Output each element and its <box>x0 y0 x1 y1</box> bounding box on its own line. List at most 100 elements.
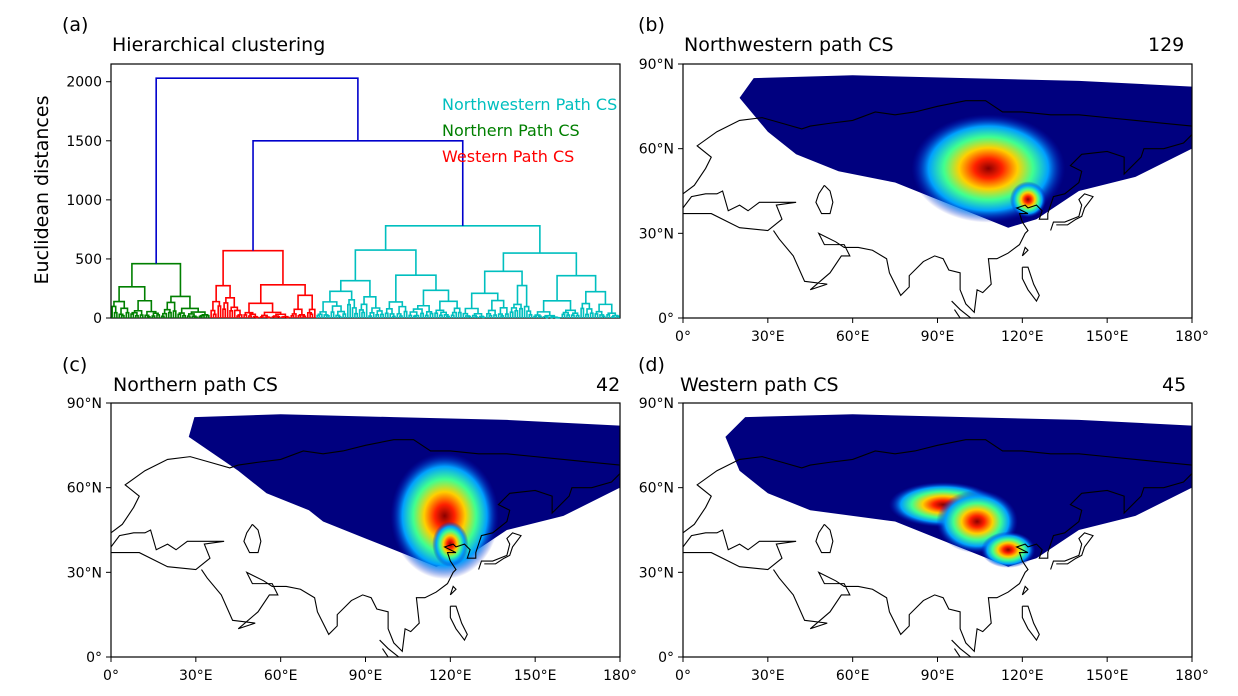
dendrogram-link <box>146 310 157 316</box>
dendrogram-link <box>285 316 290 319</box>
dendrogram-link <box>248 302 274 313</box>
dendrogram-link <box>416 304 430 312</box>
legend-entry: Northwestern Path CS <box>442 95 617 114</box>
dendrogram-link <box>580 307 585 318</box>
dendrogram-link <box>528 313 533 318</box>
dendrogram-link <box>509 311 514 318</box>
dendrogram-link <box>272 315 280 317</box>
coastline <box>773 134 1192 314</box>
dendrogram-link <box>361 311 366 318</box>
x-tick-label: 90°E <box>921 329 955 345</box>
dendrogram-link <box>182 314 187 318</box>
dendrogram-link <box>178 312 185 316</box>
dendrogram-link <box>556 274 597 301</box>
x-tick-label: 0° <box>675 668 691 684</box>
dendrogram-link <box>363 296 377 309</box>
dendrogram-link <box>255 316 260 319</box>
dendrogram-link <box>351 307 357 318</box>
dendrogram-link <box>513 303 522 309</box>
dendrogram-link <box>566 314 571 318</box>
dendrogram-link <box>445 315 450 318</box>
y-tick-label: 0° <box>86 650 102 666</box>
panel-a-title: Hierarchical clustering <box>112 34 326 56</box>
panel-a-dendrogram: 0 500 1000 1500 2000 Euclidean distances Nor… <box>31 63 621 327</box>
dendrogram-link <box>486 313 492 318</box>
dendrogram-link <box>146 316 151 318</box>
dendrogram-link <box>162 312 168 318</box>
dendrogram-link <box>491 299 505 311</box>
dendrogram-link <box>440 311 448 316</box>
coastline <box>1021 266 1040 303</box>
dendrogram-link <box>422 289 450 306</box>
dendrogram-link <box>187 313 195 317</box>
coastline <box>815 523 834 554</box>
dendrogram-link <box>131 311 138 316</box>
dendrogram-link <box>201 314 209 316</box>
y-tick-label: 60°N <box>639 142 674 158</box>
y-tick-label: 90°N <box>639 396 674 412</box>
dendrogram-link <box>113 311 118 318</box>
dendrogram-link <box>243 314 248 318</box>
dendrogram-link <box>462 312 469 318</box>
x-tick-label: 120°E <box>1001 329 1044 345</box>
dendrogram-link <box>236 315 241 318</box>
dendrogram-link <box>244 311 254 315</box>
x-tick-label: 150°E <box>1086 329 1129 345</box>
coastline <box>951 300 972 318</box>
y-tick-label: 30°N <box>67 565 102 581</box>
dendrogram-link <box>302 315 307 318</box>
coastline <box>683 439 1192 534</box>
dendrogram-link <box>450 314 455 318</box>
density-hotspot <box>390 452 499 580</box>
dendrogram-link <box>191 315 197 318</box>
dendrogram-link <box>519 307 524 318</box>
coastline <box>683 100 1192 195</box>
x-tick-label: 30°E <box>179 668 213 684</box>
panel-c-map: 0° 30°E 60°E 90°E 120°E 150°E 180° 0° 30°N 60°N 90… <box>67 396 637 684</box>
dendrogram-link <box>222 249 284 286</box>
dendrogram-legend: Northwestern Path CS Northern Path CS West… <box>442 95 617 166</box>
legend-entry: Western Path CS <box>442 147 574 166</box>
dendrogram-link <box>536 311 551 316</box>
x-tick-label: 120°E <box>429 668 472 684</box>
dendrogram-link <box>358 309 364 318</box>
dendrogram-link <box>217 305 222 318</box>
dendrogram-link <box>443 313 449 318</box>
dendrogram-link <box>589 312 594 318</box>
dendrogram-link <box>319 311 327 315</box>
coastline <box>379 639 400 657</box>
dendrogram-link <box>212 313 217 318</box>
x-tick-label: 30°E <box>751 329 785 345</box>
dendrogram-link <box>233 309 241 318</box>
panel-c-count: 42 <box>596 374 621 396</box>
dendrogram-link <box>533 315 538 318</box>
dendrogram-link <box>252 139 464 251</box>
coastline <box>1050 193 1094 231</box>
panel-d-count: 45 <box>1162 374 1187 396</box>
dendrogram-link <box>261 314 268 318</box>
x-tick-label: 180° <box>603 668 637 684</box>
coastline <box>773 473 1192 653</box>
dendrogram-link <box>259 284 306 304</box>
dendrogram-link <box>403 310 408 318</box>
dendrogram-link <box>562 311 569 316</box>
x-tick-label: 0° <box>675 329 691 345</box>
dendrogram-link <box>388 301 404 309</box>
panel-d-map: 0° 30°E 60°E 90°E 120°E 150°E 180° 0° 30°N 60°N 90… <box>639 396 1209 684</box>
dendrogram-link <box>230 306 239 311</box>
dendrogram-link <box>282 315 289 318</box>
dendrogram-link <box>385 308 393 314</box>
panel-a-letter: (a) <box>62 14 89 36</box>
map-plot-area <box>111 414 620 657</box>
dendrogram-link <box>424 314 429 318</box>
dendrogram-link <box>594 313 599 318</box>
dendrogram-link <box>190 311 206 315</box>
coastline <box>243 523 262 554</box>
dendrogram-link <box>306 311 313 318</box>
dendrogram-link <box>229 310 234 318</box>
dendrogram-axes: 0 500 1000 1500 2000 <box>66 63 621 327</box>
legend-entry: Northern Path CS <box>442 121 580 140</box>
dendrogram-link <box>133 309 143 316</box>
dendrogram-link <box>347 303 351 318</box>
